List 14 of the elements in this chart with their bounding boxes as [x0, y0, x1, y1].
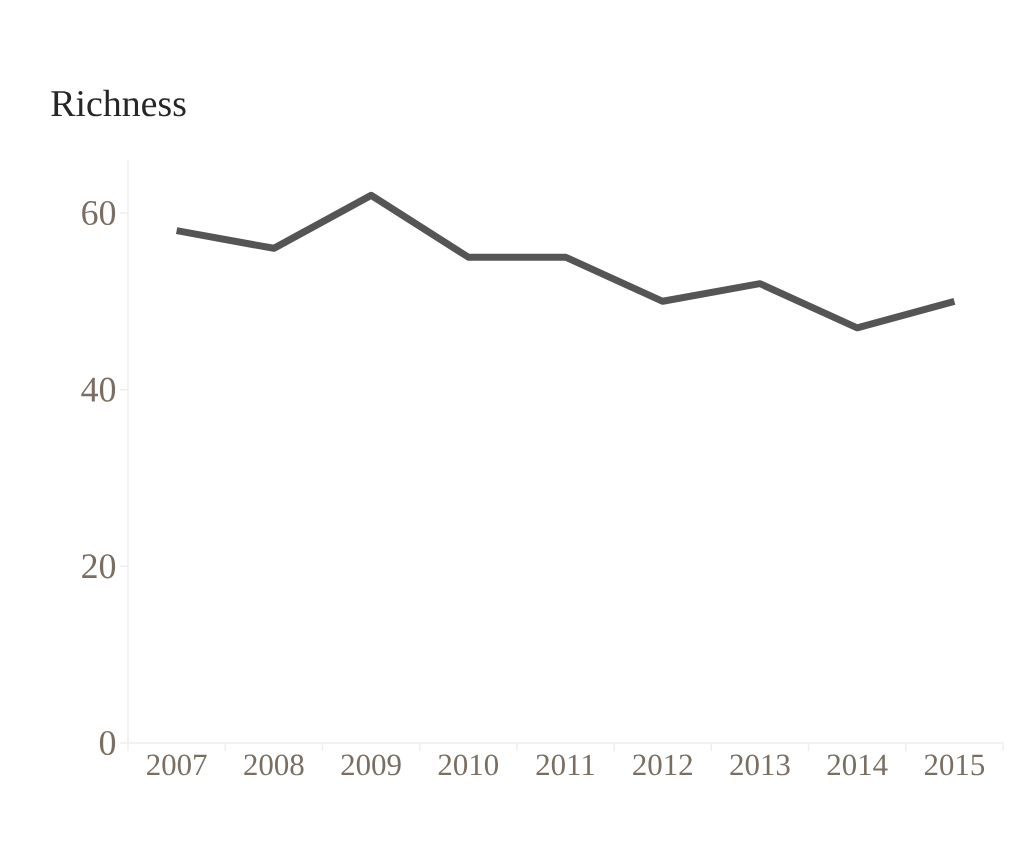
y-tick-label: 20	[82, 554, 116, 579]
x-tick-label: 2015	[924, 754, 985, 776]
x-tick-label: 2009	[341, 754, 401, 776]
chart-title: Richness	[51, 89, 186, 117]
x-tick-label: 2007	[147, 754, 207, 776]
x-tick-label: 2010	[438, 754, 498, 776]
y-tick-label: 40	[81, 377, 116, 402]
x-tick-label: 2011	[536, 754, 594, 776]
y-tick-label: 0	[99, 730, 116, 756]
x-tick-label: 2008	[244, 754, 304, 776]
x-tick-label: 2013	[730, 754, 790, 776]
y-tick-label: 60	[82, 200, 116, 226]
x-tick-label: 2012	[633, 754, 692, 776]
x-tick-label: 2014	[827, 754, 888, 776]
